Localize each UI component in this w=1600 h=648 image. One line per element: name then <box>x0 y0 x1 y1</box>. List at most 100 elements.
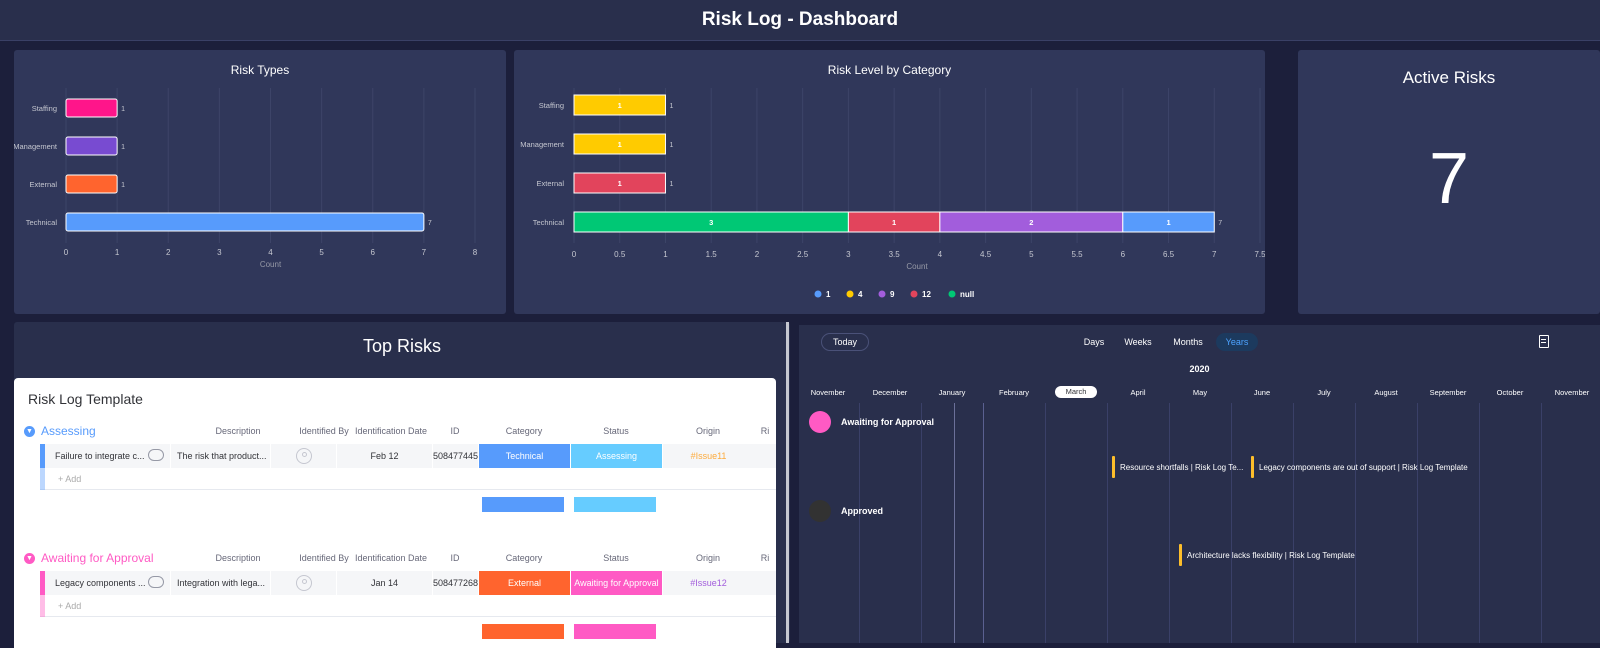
month-divider <box>1479 403 1480 643</box>
column-header[interactable]: ID <box>450 553 460 563</box>
y-category-label: Management <box>14 142 58 151</box>
tab-days[interactable]: Days <box>1083 337 1105 347</box>
group-header[interactable]: ▼ Assessing <box>24 422 96 440</box>
bar[interactable] <box>65 98 118 118</box>
description-cell[interactable]: Integration with lega... <box>170 571 270 595</box>
id-cell[interactable]: 508477268 <box>432 571 478 595</box>
item-name: Legacy components ... <box>55 578 146 588</box>
lane-awaiting-approval[interactable]: Awaiting for Approval <box>809 411 934 433</box>
id-cell[interactable]: 508477445 <box>432 444 478 468</box>
add-item-row[interactable]: + Add <box>40 595 776 617</box>
avatar <box>295 575 312 591</box>
month-divider <box>1231 403 1232 643</box>
group-summary-bar[interactable] <box>574 624 656 639</box>
comment-icon[interactable] <box>148 449 164 461</box>
table-row[interactable]: Failure to integrate c... The risk that … <box>40 444 776 468</box>
column-header[interactable]: Origin <box>695 553 720 563</box>
group-summary-bar[interactable] <box>482 497 564 512</box>
tab-months[interactable]: Months <box>1173 337 1203 347</box>
bar[interactable] <box>65 212 425 232</box>
column-header[interactable]: Status <box>603 426 629 436</box>
bar-total-label: 1 <box>669 181 673 188</box>
column-header[interactable]: Identified By <box>299 426 349 436</box>
identified-by-cell[interactable] <box>270 444 336 468</box>
column-header[interactable]: Identification Date <box>354 553 428 563</box>
item-marker <box>1179 544 1182 566</box>
group-summary-bar[interactable] <box>482 624 564 639</box>
timeline-item[interactable]: Legacy components are out of support | R… <box>1251 456 1468 478</box>
stacked-bar-segment[interactable] <box>573 172 666 194</box>
group-color-bar <box>40 468 45 490</box>
origin-cell[interactable]: #Issue12 <box>662 571 754 595</box>
bar[interactable] <box>65 136 118 156</box>
lane-label: Awaiting for Approval <box>841 417 935 427</box>
column-header[interactable]: Description <box>215 426 261 436</box>
panel-scrollbar[interactable] <box>786 322 789 643</box>
risk-level-widget: Risk Level by Category 0 0.5 1 1.5 2 2.5 3 3.5 4… <box>514 50 1265 314</box>
legend-label: 12 <box>922 290 931 299</box>
origin-cell[interactable]: #Issue11 <box>662 444 754 468</box>
group-summary-bar[interactable] <box>574 497 656 512</box>
column-header[interactable]: Ri <box>760 426 770 436</box>
column-header[interactable]: Ri <box>760 553 770 563</box>
identification-date-cell[interactable]: Feb 12 <box>336 444 432 468</box>
column-header[interactable]: ID <box>450 426 460 436</box>
group-header[interactable]: ▼ Awaiting for Approval <box>24 549 154 567</box>
item-name-cell[interactable]: Failure to integrate c... <box>55 444 153 468</box>
chevron-down-icon[interactable]: ▼ <box>24 552 35 564</box>
lane-approved[interactable]: Approved <box>809 500 883 522</box>
origin-link[interactable]: #Issue12 <box>690 578 727 588</box>
timeline-item[interactable]: Architecture lacks flexibility | Risk Lo… <box>1179 544 1355 566</box>
chevron-down-icon[interactable]: ▼ <box>24 425 35 437</box>
status-cell[interactable]: Awaiting for Approval <box>570 571 662 595</box>
identified-by-cell[interactable] <box>270 571 336 595</box>
timeline-item-label: Resource shortfalls | Risk Log Te... <box>1120 462 1244 472</box>
dashboard-title: Risk Log - Dashboard <box>701 9 899 30</box>
month-divider <box>1355 403 1356 643</box>
timeline-item-label: Legacy components are out of support | R… <box>1259 462 1468 472</box>
timeline-item[interactable]: Resource shortfalls | Risk Log Te... <box>1112 456 1243 478</box>
column-header[interactable]: Identified By <box>299 553 349 563</box>
legend-label: 1 <box>826 290 831 299</box>
description-cell[interactable]: The risk that product... <box>170 444 270 468</box>
column-header[interactable]: Identification Date <box>354 426 428 436</box>
column-header[interactable]: Status <box>603 553 629 563</box>
stacked-bar-segment[interactable] <box>573 133 666 155</box>
description-text: Integration with lega... <box>177 578 266 588</box>
column-header[interactable]: Origin <box>695 426 720 436</box>
column-header[interactable]: Category <box>505 553 543 563</box>
export-icon[interactable] <box>1539 335 1549 348</box>
bar-total-label: 1 <box>669 142 673 149</box>
stacked-bar-segment[interactable] <box>1122 211 1215 233</box>
month-divider <box>1169 403 1170 643</box>
active-risks-title: Active Risks <box>1402 68 1496 87</box>
date-text: Jan 14 <box>370 578 399 588</box>
column-header[interactable]: Description <box>215 553 261 563</box>
month-label: June <box>1253 388 1271 397</box>
bar-value-label: 1 <box>121 182 125 189</box>
bar-value-label: 1 <box>121 144 125 151</box>
y-category-label: External <box>29 180 57 189</box>
stacked-bar-segment[interactable] <box>573 94 666 116</box>
comment-icon[interactable] <box>148 576 164 588</box>
table-row[interactable]: Legacy components ... Integration with l… <box>40 571 776 595</box>
origin-link[interactable]: #Issue11 <box>690 451 727 461</box>
group-title[interactable]: Awaiting for Approval <box>41 551 154 565</box>
identification-date-cell[interactable]: Jan 14 <box>336 571 432 595</box>
today-button[interactable]: Today <box>821 333 869 351</box>
add-item-row[interactable]: + Add <box>40 468 776 490</box>
active-risks-count: 7 <box>1428 139 1470 219</box>
column-header[interactable]: Category <box>505 426 543 436</box>
y-category-label: External <box>536 179 564 188</box>
bar[interactable] <box>65 174 118 194</box>
category-cell[interactable]: Technical <box>478 444 570 468</box>
item-name-cell[interactable]: Legacy components ... <box>55 571 153 595</box>
category-cell[interactable]: External <box>478 571 570 595</box>
tab-weeks[interactable]: Weeks <box>1124 337 1152 347</box>
legend-swatch <box>878 290 886 298</box>
group-title[interactable]: Assessing <box>41 424 96 438</box>
timeline-year: 2020 <box>1189 364 1210 374</box>
tab-years[interactable]: Years <box>1216 333 1258 351</box>
bar-value-label: 1 <box>121 106 125 113</box>
status-cell[interactable]: Assessing <box>570 444 662 468</box>
